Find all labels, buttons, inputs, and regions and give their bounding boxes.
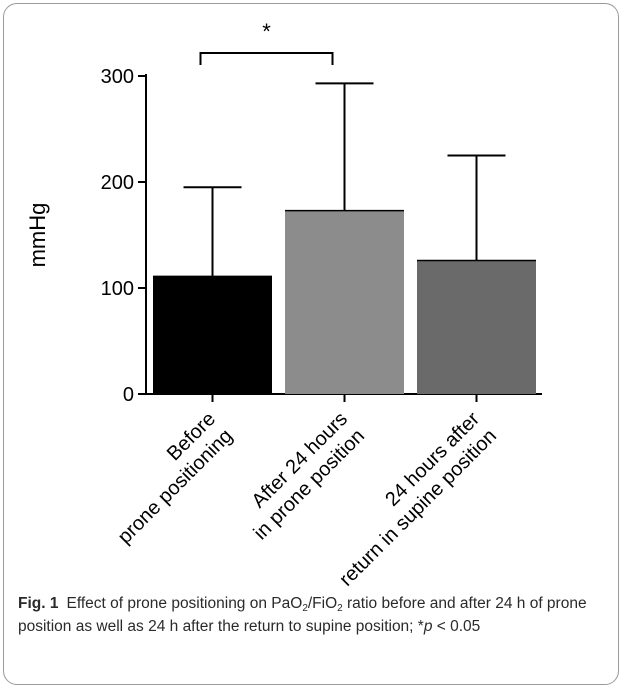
y-tick-label: 200 [101,172,134,194]
x-tick-label-line: return in supine position [335,425,501,590]
y-tick-label: 100 [101,278,134,300]
caption-p-symbol: p [423,618,433,635]
y-axis-label: mmHg [25,203,50,268]
x-tick-label: Beforeprone positioning [97,408,237,548]
caption-sub-1: 2 [302,603,308,614]
caption-label: Fig. 1 [18,595,59,612]
significance-bracket: * [199,19,334,65]
figure-frame [3,3,619,685]
figure-caption: Fig. 1 Effect of prone positioning on PaO… [18,592,608,638]
caption-sub-2: 2 [337,603,343,614]
caption-text-c: ratio before and after 24 h of prone pos… [18,595,587,635]
caption-text-a: Effect of prone positioning on PaO [66,595,303,612]
error-bars [183,82,506,277]
y-tick-label: 300 [101,66,134,88]
y-tick-label: 0 [123,384,134,406]
significance-label: * [262,19,271,44]
bar [285,210,404,394]
x-tick-labels: Beforeprone positioning After 24 hoursin … [97,394,501,590]
bar [153,276,272,394]
bar-chart: 0 100 200 300 Beforeprone positioning After … [25,19,542,590]
caption-text-d: < 0.05 [432,618,481,635]
bracket-line [199,52,334,65]
caption-text-b: /FiO [307,595,338,612]
x-tick-label: After 24 hoursin prone position [233,408,369,544]
bar [417,260,536,394]
bars [153,209,536,394]
